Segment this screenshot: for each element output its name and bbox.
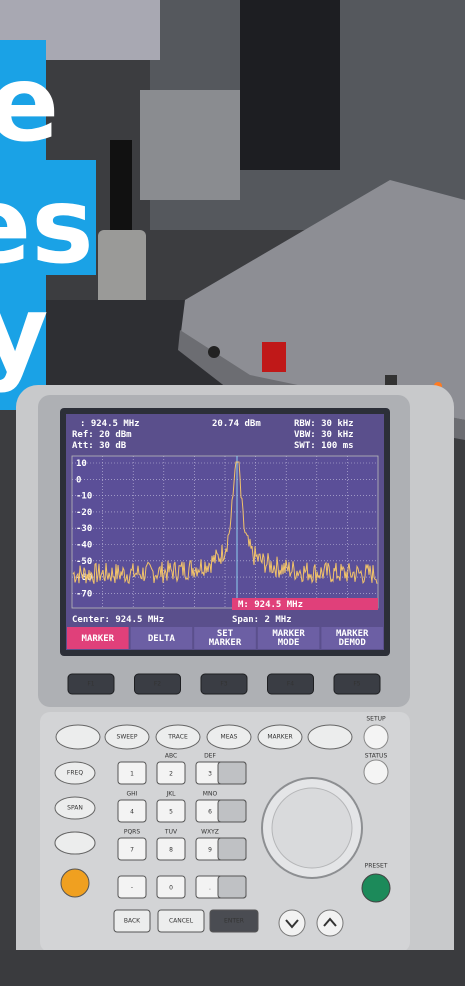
oval-key-label: SPAN [67,805,83,812]
span: Span: 2 MHz [232,615,292,625]
digit-key-label: 5 [169,809,173,816]
letter-label: WXYZ [201,829,219,836]
preset-button[interactable] [362,874,390,902]
status-button[interactable] [364,760,388,784]
digit-key-label: 4 [130,809,134,816]
overlay-text: es [0,165,94,287]
oval-key[interactable] [55,832,95,854]
oval-key-label: TRACE [167,734,188,741]
function-key-label: F5 [353,681,360,688]
jack [208,346,220,358]
sweep-time: SWT: 100 ms [294,441,354,451]
monitor [240,0,340,170]
function-key-label: F2 [154,681,161,688]
softkey-label: DEMOD [339,638,367,648]
center-frequency: Center: 924.5 MHz [72,615,164,625]
table-edge [0,950,465,986]
overlay-text: e [0,43,59,165]
y-label: -30 [76,524,92,534]
oval-key[interactable] [308,725,352,749]
letter-label: GHI [127,791,138,798]
status-label: STATUS [365,753,388,760]
ref-level: Ref: 20 dBm [72,430,132,440]
attenuation: Att: 30 dB [72,441,127,451]
overlay-text: y [0,273,48,395]
digit-key-label: 6 [208,809,212,816]
function-key-label: F1 [87,681,94,688]
softkey-label: MARKER [82,634,115,644]
up-button[interactable] [317,910,343,936]
power-button[interactable] [61,869,89,897]
letter-label: TUV [164,829,178,836]
oval-key-label: MEAS [221,734,238,741]
oval-key[interactable] [56,725,100,749]
letter-label: ABC [165,753,177,760]
marker-frequency: : 924.5 MHz [80,419,140,429]
softkey-label: DELTA [148,634,176,644]
marker-level: 20.74 dBm [212,419,261,429]
digit-key-label: - [131,885,133,892]
bottom-key-label: BACK [124,918,141,925]
letter-label: JKL [165,791,176,798]
y-label: -40 [76,541,92,551]
digit-key-label: . [209,885,211,892]
oval-key-label: MARKER [267,734,292,741]
unit-key[interactable] [218,800,246,822]
y-label: -70 [76,589,92,599]
softkey-label: MODE [278,638,300,648]
keyboard [140,90,240,200]
digit-key-label: 2 [169,771,173,778]
unit-key[interactable] [218,838,246,860]
setup-button[interactable] [364,725,388,749]
preset-label: PRESET [365,863,388,870]
unit-key[interactable] [218,876,246,898]
letter-label: PQRS [124,829,141,836]
y-label: -50 [76,557,92,567]
bottom-key-label: ENTER [224,918,244,925]
y-label: -20 [76,508,92,518]
digit-key-label: 3 [208,771,212,778]
digit-key-label: 1 [130,771,134,778]
scene: e es y 10 0 -10 -20 -30 -40 -50 - 6 0 -70 : 924.5 … [0,0,465,986]
softkey-label: MARKER [209,638,242,648]
unit-key[interactable] [218,762,246,784]
vbw: VBW: 30 kHz [294,430,354,440]
y-label: 10 [76,459,87,469]
bottom-key-label: CANCEL [169,918,194,925]
red-display [262,342,286,372]
marker-box-text: M: 924.5 MHz [238,600,303,610]
digit-key-label: 7 [130,847,134,854]
oval-key-label: FREQ [67,770,83,777]
function-key-label: F4 [287,681,294,688]
setup-label: SETUP [366,716,386,723]
down-button[interactable] [279,910,305,936]
connector [98,230,146,310]
digit-key-label: 0 [169,885,173,892]
y-label: 0 [76,475,81,485]
rbw: RBW: 30 kHz [294,419,354,429]
oval-key-label: SWEEP [117,734,138,741]
digit-key-label: 8 [169,847,173,854]
y-label: -10 [76,492,92,502]
function-key-label: F3 [220,681,227,688]
letter-label: DEF [204,753,216,760]
rotary-knob-inner [272,788,352,868]
digit-key-label: 9 [208,847,212,854]
plot-area: 100-10-20-30-40-50-60-70 [72,456,378,608]
letter-label: MNO [203,791,218,798]
